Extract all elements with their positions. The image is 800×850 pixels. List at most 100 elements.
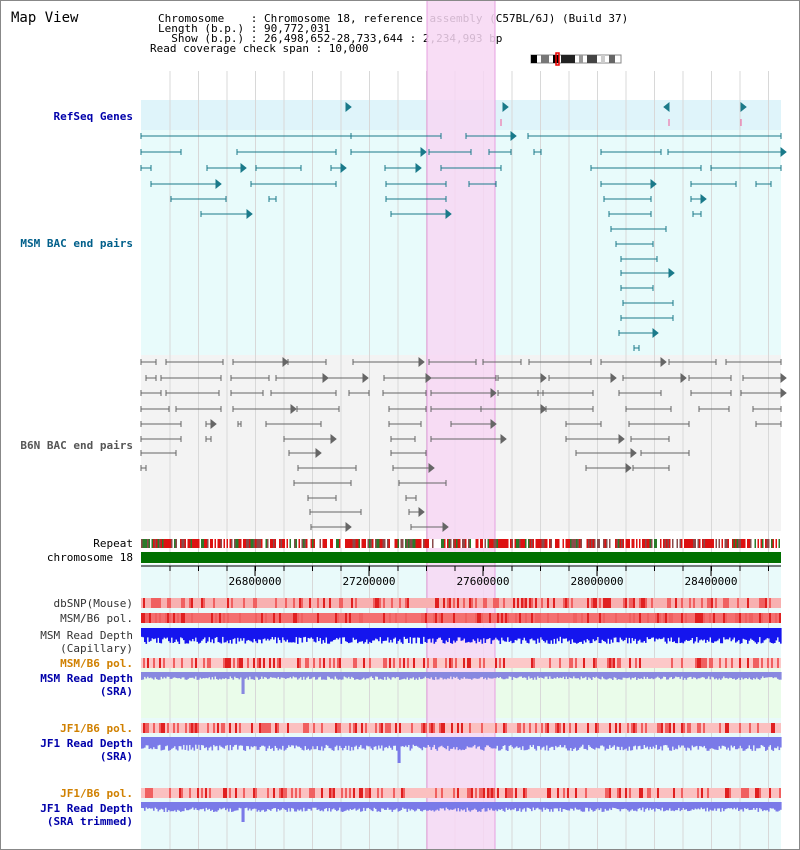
repeat-segment: [183, 539, 185, 548]
repeat-segment: [634, 539, 637, 548]
jf1-depth-trimmed-bar: [535, 802, 538, 809]
msm-depth-sra-bar: [729, 672, 731, 678]
jf1-depth-trimmed-bar: [330, 802, 332, 812]
msm-depth-sra-bar: [657, 672, 659, 677]
msm-depth-sra-bar: [487, 672, 490, 678]
msm-depth-capillary-bar: [654, 628, 656, 642]
jf1-depth-trimmed-bar: [415, 802, 418, 811]
jf1-depth-trimmed-bar: [538, 802, 541, 810]
msm-depth-sra-bar: [454, 672, 457, 678]
repeat-segment: [247, 539, 250, 548]
jf1-pol-2-strip-cell: [201, 788, 203, 798]
repeat-segment: [568, 539, 571, 548]
repeat-segment: [153, 539, 155, 548]
jf1-depth-trimmed-bar: [406, 802, 409, 812]
msm-depth-sra-bar: [588, 672, 590, 678]
jf1-depth-trimmed-bar: [688, 802, 691, 811]
msm-b6-pol-strip-cell: [535, 613, 537, 623]
msm-b6-pol-strip-cell: [739, 613, 741, 623]
msm-depth-sra-bar: [280, 672, 283, 678]
dbsnp-strip-cell: [329, 598, 331, 608]
dbsnp-strip-cell: [341, 598, 343, 608]
msm-depth-sra-bar: [745, 672, 748, 678]
dbsnp-strip-cell: [339, 598, 341, 608]
repeat-segment: [163, 539, 166, 548]
msm-depth-sra-bar: [400, 672, 403, 680]
msm-depth-sra-bar: [553, 672, 556, 678]
jf1-pol-strip-cell: [207, 723, 209, 733]
jf1-depth-trimmed-bar: [421, 802, 424, 812]
repeat-segment: [774, 539, 776, 548]
msm-depth-sra-bar: [613, 672, 616, 678]
msm-depth-capillary-bar: [621, 628, 623, 640]
repeat-segment: [679, 539, 682, 548]
msm-depth-sra-bar: [525, 672, 527, 678]
track-label-refseq[interactable]: RefSeq Genes: [53, 110, 133, 123]
repeat-segment: [754, 539, 757, 548]
jf1-depth-trimmed-bar: [490, 802, 493, 809]
msm-depth-capillary-bar: [778, 628, 781, 642]
track-label-msm-bac[interactable]: MSM BAC end pairs: [20, 237, 133, 250]
jf1-depth-trimmed-bar: [369, 802, 371, 809]
msm-b6-pol-sra-strip-cell: [223, 658, 225, 668]
repeat-segment: [633, 539, 635, 548]
jf1-depth-trimmed-bar: [337, 802, 340, 811]
jf1-depth-trimmed-bar: [339, 802, 341, 808]
msm-depth-capillary-bar: [409, 628, 412, 638]
jf1-pol-2-strip-cell: [629, 788, 631, 798]
jf1-depth-trimmed-bar: [588, 802, 590, 812]
jf1-depth-sra-bar: [198, 737, 200, 745]
msm-depth-sra-bar: [369, 672, 371, 678]
jf1-pol-2-strip-cell: [321, 788, 323, 798]
jf1-depth-sra-bar: [660, 737, 662, 747]
msm-b6-pol-strip-cell: [703, 613, 705, 623]
msm-depth-capillary-bar: [190, 628, 193, 642]
jf1-depth-trimmed-bar: [457, 802, 460, 809]
jf1-depth-trimmed-bar: [696, 802, 698, 810]
jf1-depth-sra-bar: [496, 737, 499, 746]
jf1-depth-sra-bar: [177, 737, 179, 751]
jf1-depth-sra-bar: [561, 737, 563, 748]
repeat-segment: [585, 539, 587, 548]
repeat-segment: [523, 539, 526, 548]
track-label-b6n-bac[interactable]: B6N BAC end pairs: [20, 439, 133, 452]
msm-depth-sra-bar: [688, 672, 691, 678]
msm-depth-capillary-bar: [202, 628, 205, 640]
msm-b6-pol-strip-cell: [603, 613, 605, 623]
jf1-depth-sra-bar: [249, 737, 251, 750]
jf1-depth-sra-bar: [427, 737, 430, 745]
jf1-depth-sra-bar: [718, 737, 721, 747]
jf1-depth-sra-bar: [442, 737, 445, 748]
repeat-segment: [223, 539, 226, 548]
repeat-segment: [757, 539, 760, 548]
jf1-depth-trimmed-bar: [144, 802, 146, 811]
dbsnp-strip-cell: [407, 598, 409, 608]
jf1-depth-trimmed-bar: [241, 802, 244, 822]
jf1-depth-sra-bar: [735, 737, 737, 750]
jf1-depth-sra-bar: [276, 737, 278, 748]
msm-depth-capillary-bar: [379, 628, 382, 638]
msm-depth-sra-bar: [307, 672, 310, 677]
msm-depth-sra-bar: [355, 672, 358, 680]
msm-depth-sra-bar: [235, 672, 238, 679]
msm-depth-sra-bar: [574, 672, 577, 679]
dbsnp-strip-cell: [293, 598, 295, 608]
ideogram-position-marker: [555, 52, 560, 66]
msm-b6-pol-strip-cell: [149, 613, 151, 623]
repeat-segment: [594, 539, 596, 548]
repeat-segment: [700, 539, 703, 548]
repeat-segment: [483, 539, 485, 548]
repeat-segment: [165, 539, 167, 548]
msm-depth-sra-bar: [453, 672, 455, 677]
jf1-depth-sra-bar: [444, 737, 446, 749]
msm-b6-pol-sra-strip-cell: [699, 658, 701, 668]
msm-depth-capillary-bar: [733, 628, 736, 638]
jf1-depth-sra-bar: [544, 737, 547, 751]
jf1-depth-trimmed-bar: [678, 802, 680, 808]
jf1-depth-sra-bar: [634, 737, 637, 746]
jf1-pol-2-strip-cell: [647, 788, 649, 798]
jf1-depth-sra-bar: [675, 737, 677, 749]
repeat-segment: [586, 539, 589, 548]
msm-depth-sra-bar: [384, 672, 386, 677]
